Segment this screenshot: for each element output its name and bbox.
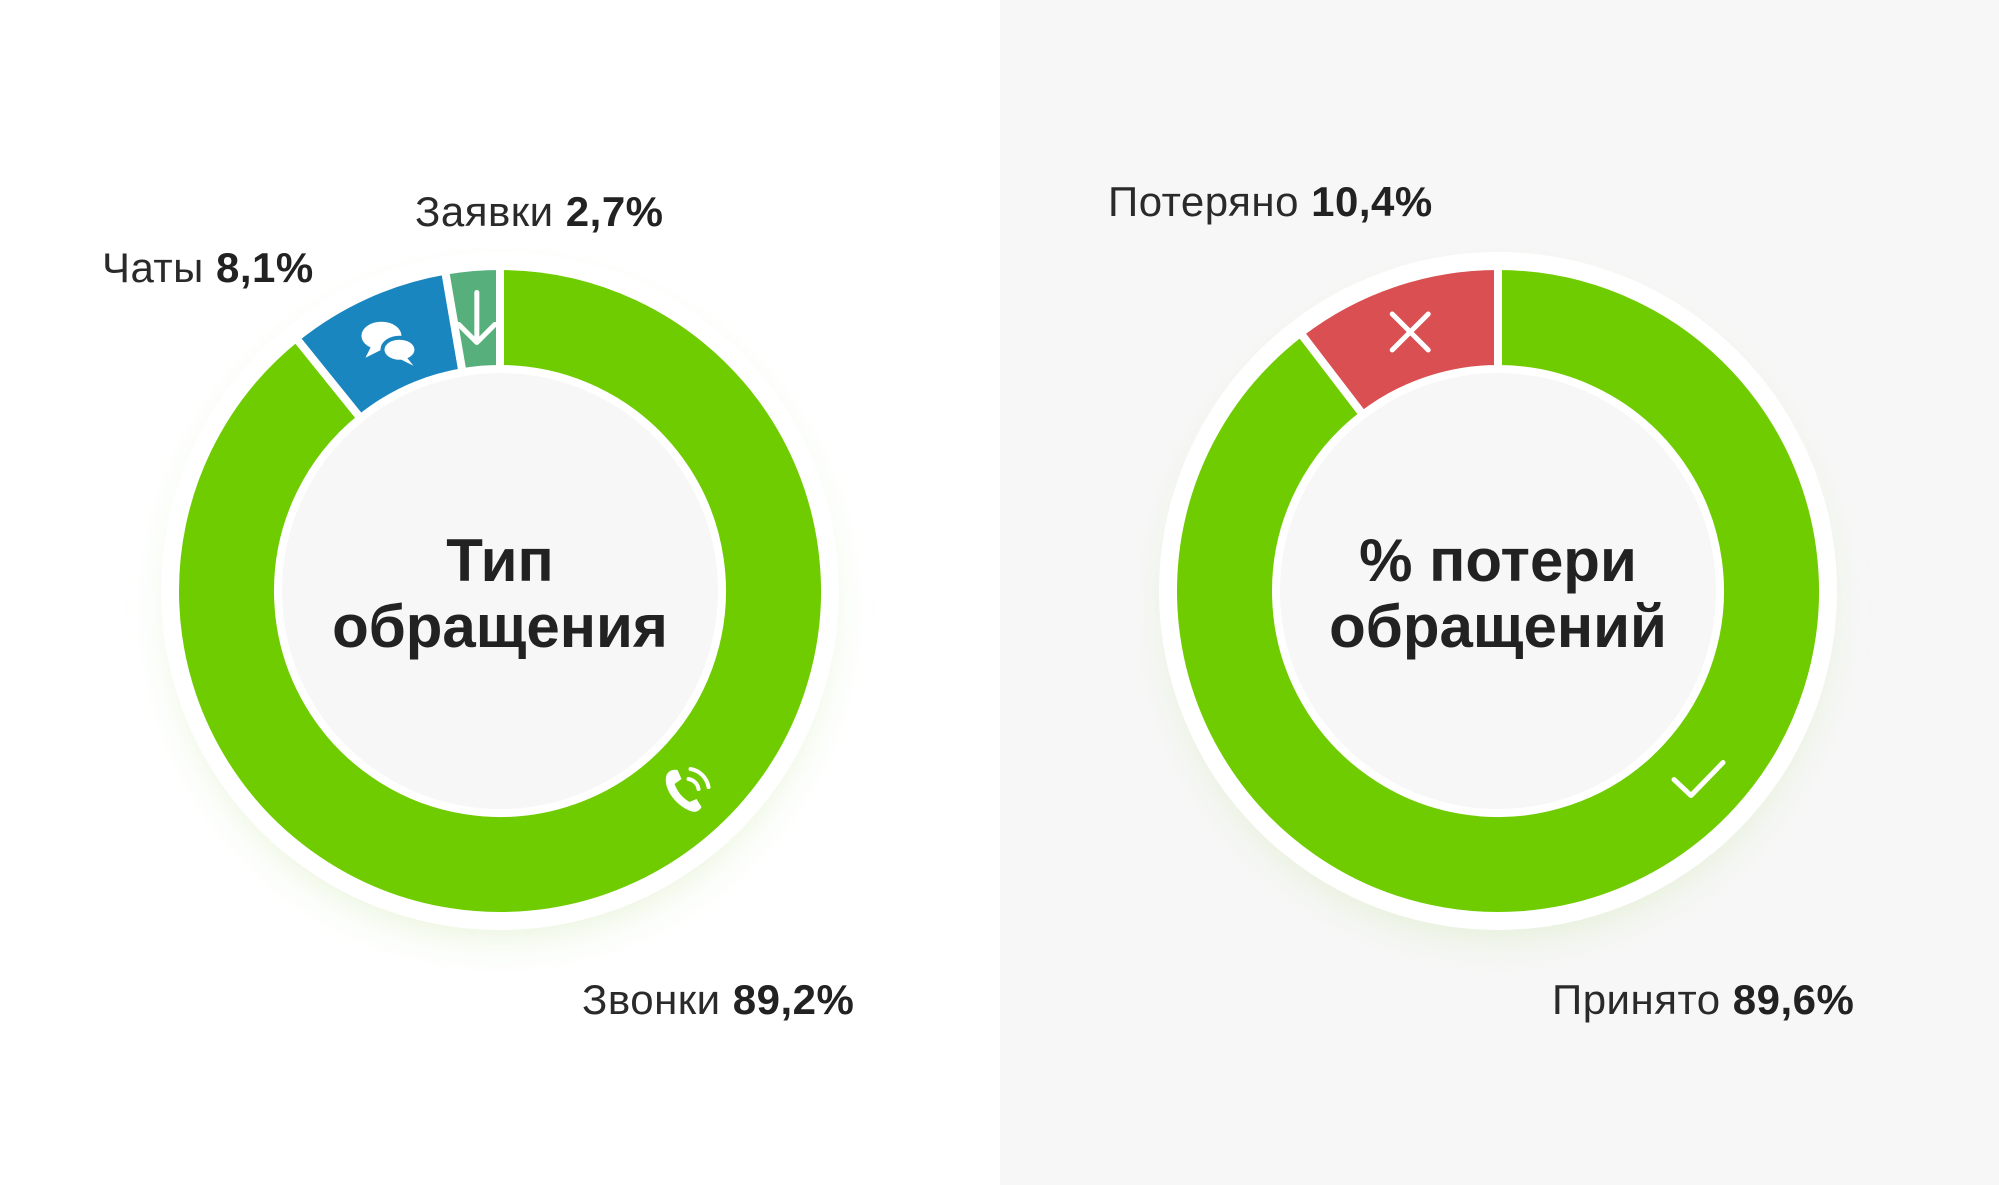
- slice-arc: [171, 262, 829, 920]
- chart-panel-loss-rate: % потери обращений Потеряно 10,4% Принят…: [1000, 0, 1999, 1185]
- check-icon: [1671, 760, 1726, 799]
- donut-chart-contact-type: [171, 262, 829, 934]
- slice-name: Принято: [1552, 976, 1721, 1023]
- slice-заявки: [441, 262, 504, 377]
- slice-label-accepted: Принято 89,6%: [1552, 976, 1854, 1024]
- slice-label-chats: Чаты 8,1%: [102, 244, 314, 292]
- close-icon: [1389, 311, 1431, 353]
- arrow-down-icon: [456, 289, 498, 345]
- slice-name: Заявки: [415, 188, 554, 235]
- slice-arc: [1169, 262, 1827, 920]
- chart-title-loss-rate: % потери обращений: [1278, 528, 1718, 660]
- slice-потеряно: [1296, 262, 1502, 419]
- chart-panel-contact-type: Тип обращения Заявки 2,7% Чаты 8,1% Звон…: [102, 188, 854, 1024]
- slice-звонки: [171, 262, 829, 920]
- slice-name: Звонки: [582, 976, 721, 1023]
- slice-value: 89,2%: [732, 976, 855, 1023]
- donut-hole: [278, 369, 722, 813]
- chart-title-contact-type: Тип обращения: [280, 528, 720, 660]
- slice-value: 89,6%: [1732, 976, 1855, 1023]
- chart-title-line: обращения: [332, 593, 668, 660]
- slice-принято: [1169, 262, 1827, 920]
- chart-title-line: % потери: [1359, 527, 1637, 594]
- phone-icon: [665, 767, 711, 812]
- slice-name: Потеряно: [1108, 178, 1299, 225]
- slice-value: 10,4%: [1311, 178, 1433, 225]
- slice-arc: [441, 262, 504, 377]
- slice-value: 8,1%: [216, 244, 314, 291]
- slice-label-calls: Звонки 89,2%: [582, 976, 854, 1024]
- slice-name: Чаты: [102, 244, 204, 291]
- donut-chart-loss-rate: [1159, 252, 1837, 934]
- slice-value: 2,7%: [565, 188, 664, 235]
- chart-title-line: обращений: [1329, 593, 1667, 660]
- chat-bubbles-icon: [361, 321, 419, 366]
- slice-label-requests: Заявки 2,7%: [415, 188, 664, 236]
- slice-label-lost: Потеряно 10,4%: [1108, 178, 1433, 226]
- donut-hole: [1276, 369, 1720, 813]
- chart-title-line: Тип: [446, 527, 554, 594]
